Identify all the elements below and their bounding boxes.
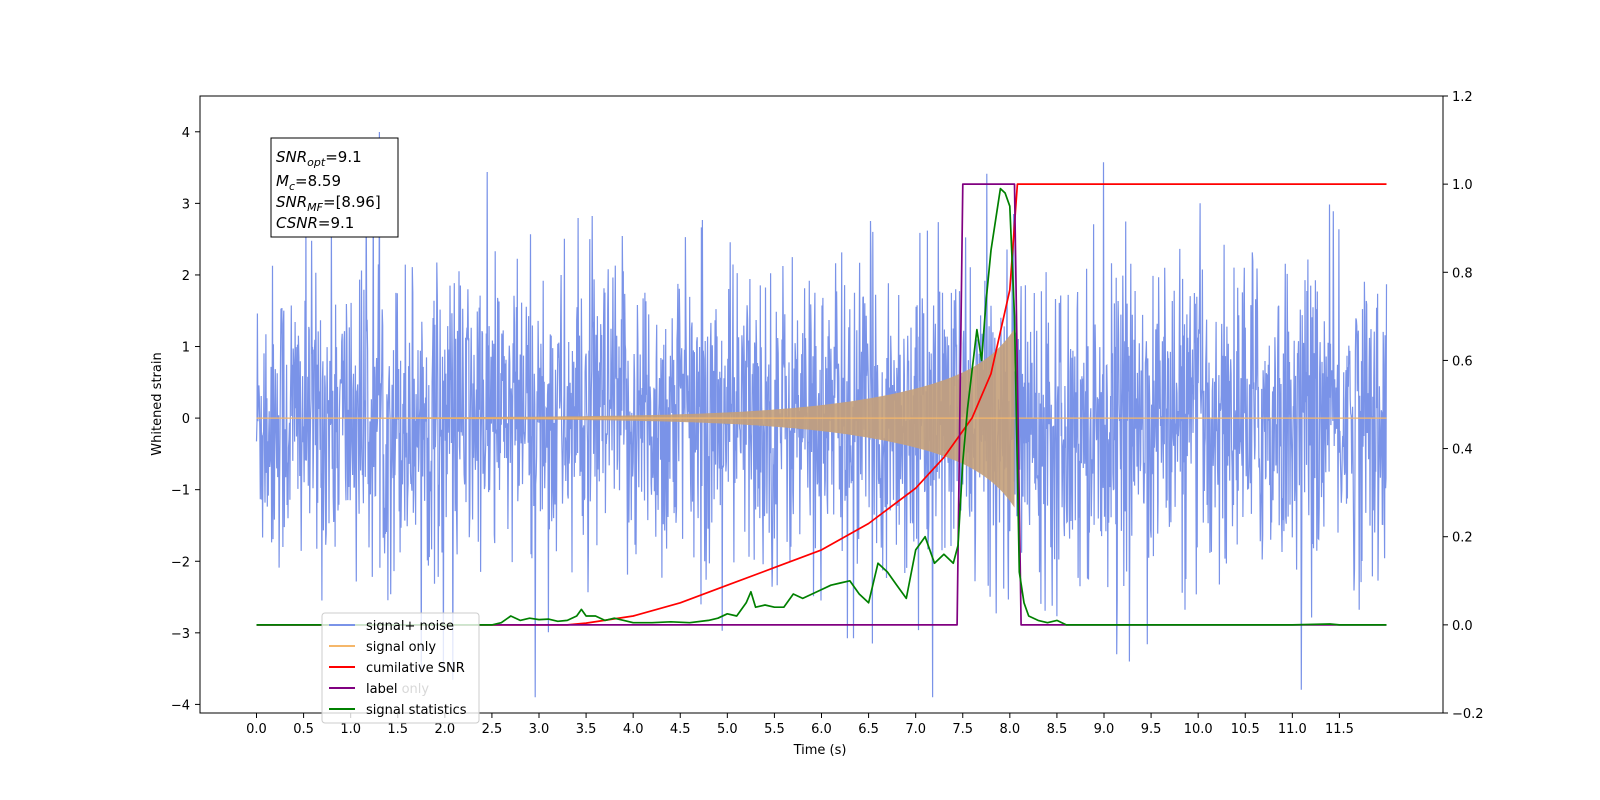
y-left-tick-label: 1 (182, 341, 190, 356)
y-right-tick-label: 0.0 (1452, 619, 1473, 634)
info-snr-mf: SNRMF=[8.96] (276, 193, 381, 214)
legend-label-signal-only: signal only (366, 640, 436, 655)
y-right-tick-label: −0.2 (1452, 707, 1484, 722)
x-tick-label: 9.0 (1094, 722, 1115, 737)
x-tick-label: 1.5 (387, 722, 408, 737)
x-tick-label: 5.0 (717, 722, 738, 737)
x-tick-label: 8.5 (1047, 722, 1068, 737)
info-box-frame (270, 137, 399, 238)
y-axis-right: 1.2 1.0 0.8 0.6 0.4 0.2 0.0 −0.2 (1443, 90, 1484, 722)
info-csnr: CSNR=9.1 (276, 214, 354, 232)
x-tick-label: 11.0 (1278, 722, 1307, 737)
y-axis-left: 4 3 2 1 0 −1 −2 −3 −4 (171, 126, 200, 713)
y-right-tick-label: 1.2 (1452, 90, 1473, 105)
y-right-tick-label: 0.6 (1452, 354, 1473, 369)
x-tick-label: 7.5 (952, 722, 973, 737)
y-right-tick-label: 0.4 (1452, 443, 1473, 458)
x-tick-label: 7.0 (905, 722, 926, 737)
info-mc: Mc=8.59 (276, 172, 341, 193)
x-tick-label: 11.5 (1325, 722, 1354, 737)
legend-label-cumulative-snr: cumilative SNR (366, 661, 465, 676)
y-left-tick-label: −1 (171, 484, 190, 499)
legend: label only signal+ noise signal only cum… (321, 612, 480, 724)
x-tick-label: 1.0 (340, 722, 361, 737)
series-signal-statistics (256, 187, 1387, 626)
y-left-tick-label: 0 (182, 412, 190, 427)
x-tick-label: 9.5 (1141, 722, 1162, 737)
x-tick-label: 5.5 (764, 722, 785, 737)
y-right-tick-label: 0.2 (1452, 531, 1473, 546)
y-right-tick-label: 1.0 (1452, 178, 1473, 193)
x-tick-label: 0.0 (246, 722, 267, 737)
x-axis-label: Time (s) (793, 743, 847, 758)
info-snr-opt: SNRopt=9.1 (276, 148, 362, 169)
x-tick-label: 6.5 (858, 722, 879, 737)
x-tick-label: 2.0 (434, 722, 455, 737)
y-right-tick-label: 0.8 (1452, 266, 1473, 281)
legend-label-label: label (366, 682, 397, 697)
series-layer (255, 131, 1388, 698)
x-tick-label: 10.0 (1184, 722, 1213, 737)
y-left-tick-label: 2 (182, 269, 190, 284)
y-axis-label: Whitened strain (150, 352, 165, 455)
series-signal-noise (255, 131, 1388, 698)
info-box: SNRopt=9.1 Mc=8.59 SNRMF=[8.96] CSNR=9.1 (270, 137, 399, 238)
x-tick-label: 0.5 (293, 722, 314, 737)
x-tick-label: 3.0 (529, 722, 550, 737)
x-tick-label: 4.0 (623, 722, 644, 737)
legend-frame (321, 612, 480, 724)
y-left-tick-label: −4 (171, 698, 190, 713)
legend-label-signal-noise: signal+ noise (366, 619, 454, 634)
x-tick-label: 3.5 (576, 722, 597, 737)
x-tick-label: 8.0 (999, 722, 1020, 737)
y-left-tick-label: 3 (182, 197, 190, 212)
x-tick-label: 4.5 (670, 722, 691, 737)
legend-occluded-text: label only (366, 682, 429, 697)
x-tick-label: 10.5 (1231, 722, 1260, 737)
y-left-tick-label: −3 (171, 627, 190, 642)
x-axis: 0.0 0.5 1.0 1.5 2.0 2.5 3.0 3.5 4.0 4.5 5.0 5.5 6.0 6… (246, 713, 1354, 737)
legend-label-signal-statistics: signal statistics (366, 703, 467, 718)
y-left-tick-label: −2 (171, 555, 190, 570)
x-tick-label: 6.0 (811, 722, 832, 737)
x-tick-label: 2.5 (482, 722, 503, 737)
y-left-tick-label: 4 (182, 126, 190, 141)
